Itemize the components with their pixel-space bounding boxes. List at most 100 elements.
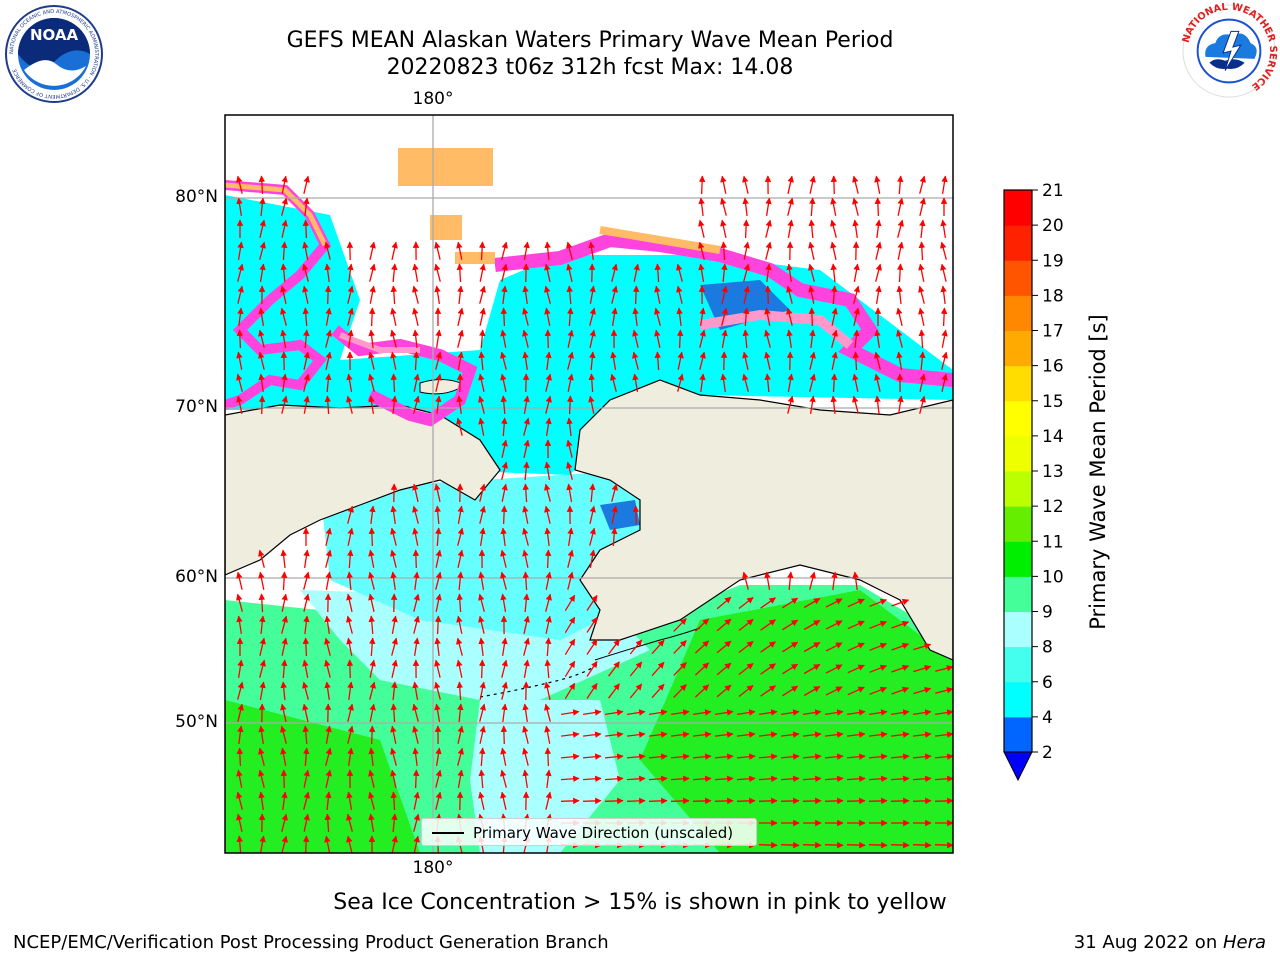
wave-arrow: [237, 725, 244, 744]
wave-arrow: [714, 753, 734, 760]
wave-arrow: [694, 640, 710, 654]
colorbar-segment: [1004, 260, 1032, 296]
wave-arrow: [651, 639, 665, 655]
wave-arrow: [523, 615, 530, 634]
wave-arrow: [237, 681, 244, 700]
wave-arrow: [280, 681, 287, 701]
wave-arrow: [742, 351, 749, 370]
wave-arrow: [390, 505, 397, 524]
wave-arrow: [302, 637, 310, 657]
wave-arrow: [412, 351, 420, 371]
wave-arrow: [413, 835, 420, 853]
wave-arrow: [561, 731, 580, 738]
wave-arrow: [258, 175, 266, 195]
wave-arrow: [391, 395, 398, 414]
wave-arrow: [390, 285, 398, 305]
wave-arrow: [258, 571, 265, 590]
wave-arrow: [457, 769, 464, 789]
wave-arrow: [500, 747, 507, 766]
wave-arrow: [940, 285, 947, 304]
wave-arrow: [890, 709, 910, 716]
wave-arrow: [347, 681, 354, 700]
wave-arrow: [670, 753, 690, 760]
wave-arrow: [720, 175, 727, 194]
wave-arrow: [236, 835, 243, 853]
wave-arrow: [589, 329, 596, 348]
wave-arrow: [583, 731, 602, 738]
wave-arrow: [846, 841, 866, 849]
wave-arrow: [852, 219, 859, 238]
wave-arrow: [611, 505, 618, 524]
wave-arrow: [759, 731, 778, 738]
colorbar-tick-label: 17: [1042, 322, 1064, 342]
wave-arrow: [324, 681, 331, 700]
wave-arrow: [501, 263, 508, 282]
wave-arrow: [897, 197, 904, 216]
wave-arrow: [413, 637, 420, 657]
wave-arrow: [347, 747, 354, 767]
wave-arrow: [391, 615, 398, 635]
wave-arrow: [673, 618, 687, 632]
wave-arrow: [830, 373, 838, 393]
wave-arrow: [324, 659, 331, 678]
wave-arrow: [670, 797, 690, 805]
wave-arrow: [479, 285, 486, 304]
wave-arrow: [500, 725, 508, 745]
wave-arrow: [325, 747, 332, 766]
wave-arrow: [651, 661, 665, 677]
wave-arrow: [368, 549, 375, 568]
wave-arrow: [281, 637, 288, 656]
wave-arrow: [582, 709, 602, 716]
wave-arrow: [413, 373, 420, 392]
wave-arrow: [830, 241, 837, 260]
wave-arrow: [567, 549, 574, 568]
wave-arrow: [626, 709, 646, 716]
colorbar-segment: [1004, 716, 1032, 753]
wave-arrow: [369, 285, 376, 304]
wave-arrow: [500, 329, 507, 348]
wave-arrow: [738, 640, 754, 654]
wave-arrow: [586, 616, 598, 633]
wave-arrow: [874, 197, 882, 217]
colorbar-segment: [1004, 471, 1032, 507]
wave-arrow: [760, 641, 776, 653]
wave-arrow: [698, 241, 705, 260]
wave-arrow: [303, 329, 310, 349]
wave-arrow: [280, 285, 287, 304]
wave-arrow: [258, 593, 266, 613]
wave-arrow: [758, 841, 778, 849]
wave-arrow: [582, 753, 602, 760]
wave-arrow: [457, 307, 464, 326]
wave-arrow: [258, 329, 265, 348]
wave-arrow: [391, 659, 398, 678]
wave-arrow: [912, 797, 932, 805]
wave-arrow: [281, 813, 288, 832]
wave-arrow: [831, 285, 838, 305]
wave-arrow: [808, 263, 815, 282]
wave-arrow: [673, 640, 687, 654]
wave-arrow: [522, 703, 529, 722]
wave-arrow: [764, 329, 771, 348]
colorbar-segment: [1004, 611, 1032, 648]
wave-arrow: [847, 598, 865, 608]
wave-arrow: [258, 307, 265, 327]
wave-arrow: [560, 709, 580, 716]
wave-arrow: [918, 307, 925, 326]
wave-arrow: [434, 505, 441, 525]
wave-arrow: [809, 373, 816, 392]
colorbar-label: Primary Wave Mean Period [s]: [1086, 314, 1110, 630]
wave-arrow: [302, 285, 309, 304]
wave-arrow: [738, 618, 754, 632]
colorbar-tick-label: 9: [1042, 603, 1053, 623]
wave-arrow: [831, 351, 838, 370]
wave-arrow: [325, 571, 332, 591]
wave-arrow: [457, 747, 464, 766]
wave-arrow: [523, 659, 530, 679]
wave-arrow: [610, 373, 617, 392]
wave-arrow: [236, 571, 243, 590]
wave-arrow: [742, 329, 749, 349]
wave-arrow: [545, 417, 552, 437]
wave-arrow: [809, 175, 816, 194]
wave-arrow: [738, 684, 754, 698]
wave-arrow: [564, 594, 576, 612]
